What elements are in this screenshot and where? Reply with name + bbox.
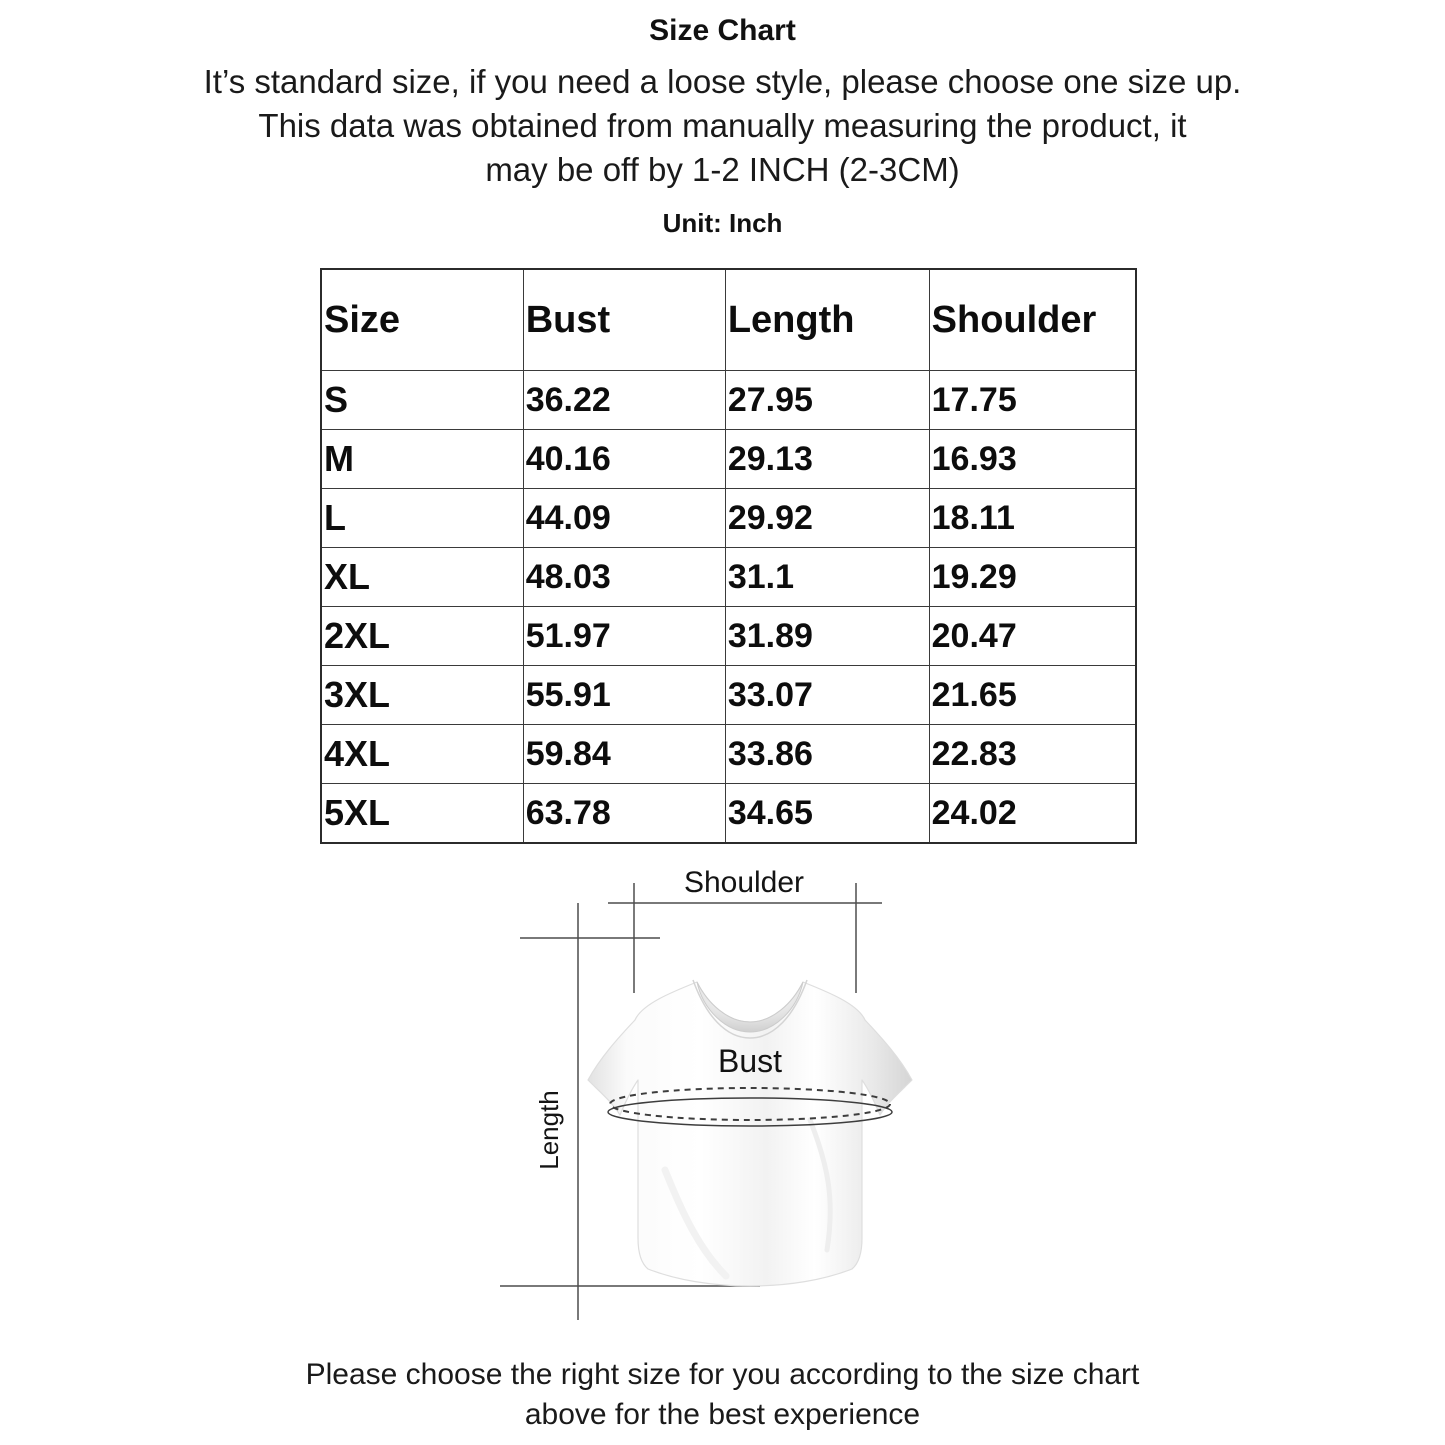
svg-text:Bust: Bust — [718, 1043, 782, 1079]
svg-text:Length: Length — [534, 1090, 564, 1170]
svg-text:Shoulder: Shoulder — [684, 870, 804, 899]
